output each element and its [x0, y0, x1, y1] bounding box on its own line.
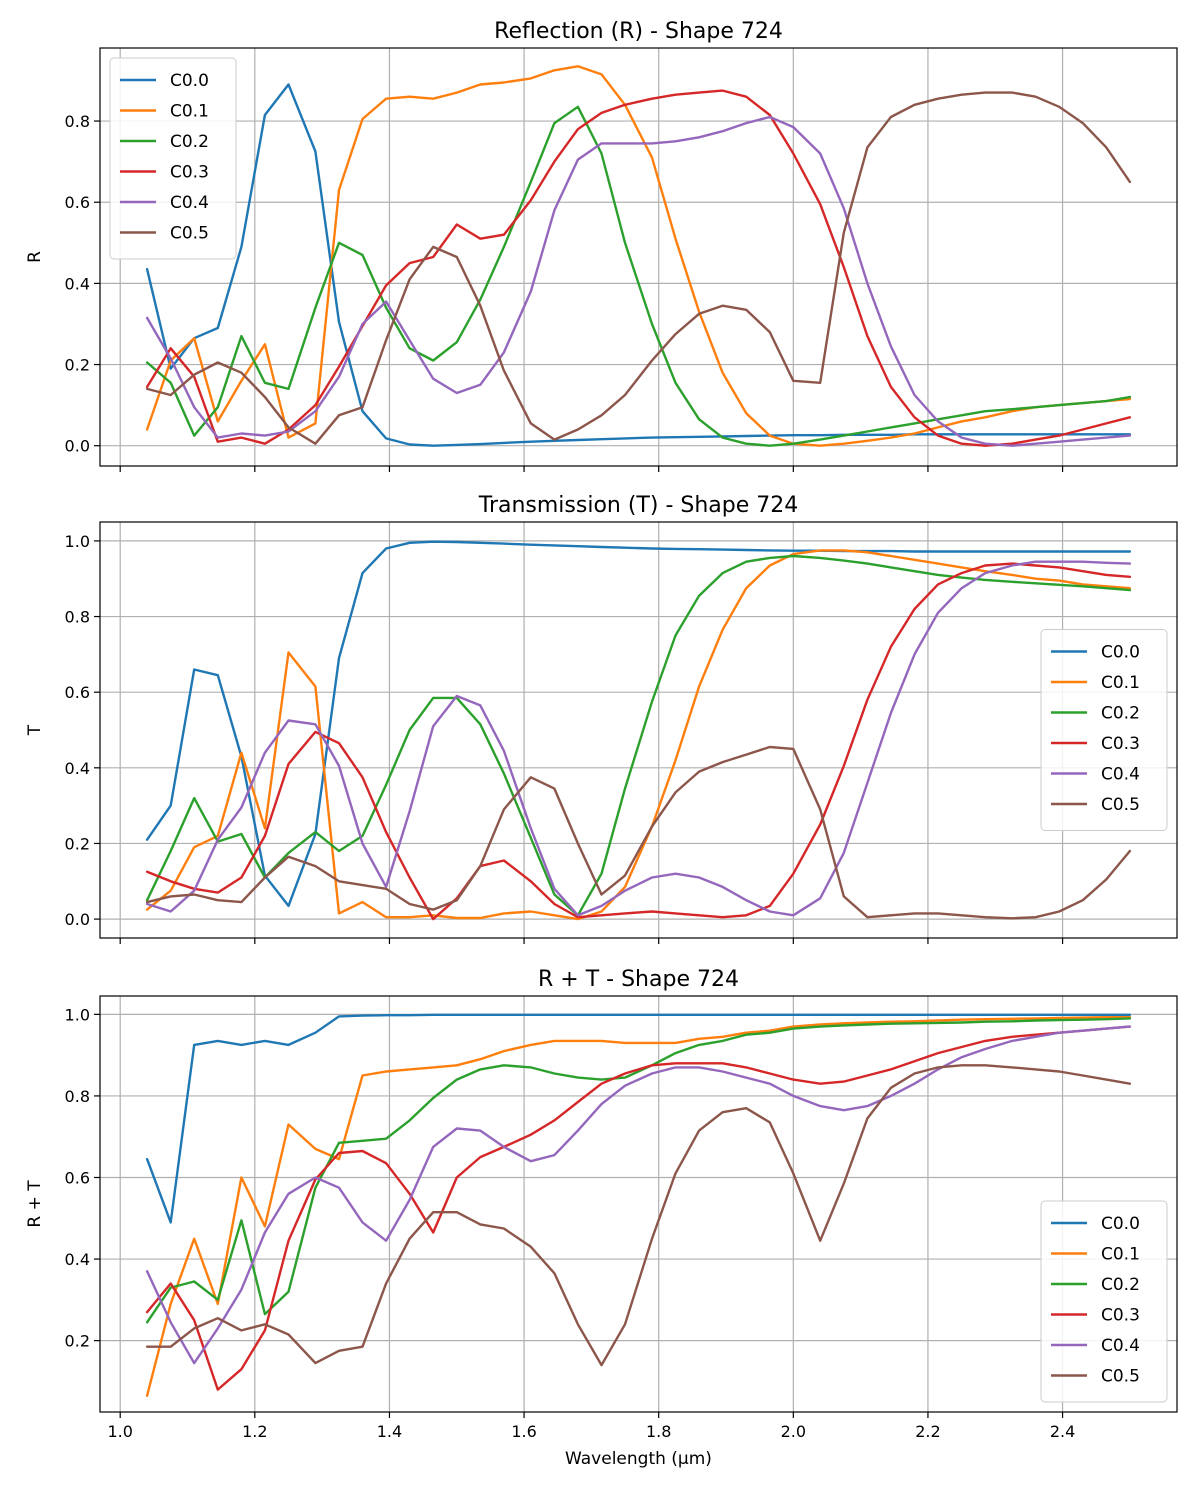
legend: C0.0 C0.1 C0.2 C0.3 C0.4 C0.5	[1040, 629, 1168, 831]
chart-panel-1: 0.0 0.2 0.4 0.6 0.8 1.0 Transmission (T) - Sha…	[25, 493, 1178, 944]
chart-title: Reflection (R) - Shape 724	[494, 19, 783, 44]
series-line-C0.1	[145, 549, 1132, 921]
series-line-C0.0	[145, 83, 1132, 447]
x-tick-label: 1.4	[377, 1422, 402, 1441]
axes-frame	[99, 521, 1178, 939]
x-tick-label: 2.4	[1050, 1422, 1075, 1441]
y-axis-label: R	[25, 251, 45, 263]
y-tick-label: 0.2	[65, 356, 90, 375]
series-line-C0.2	[145, 1017, 1132, 1324]
legend-label: C0.0	[170, 71, 209, 91]
y-tick-label: 1.0	[65, 532, 90, 551]
legend-box	[109, 57, 237, 260]
axes-frame	[99, 47, 1178, 467]
series-line-C0.5	[145, 91, 1132, 445]
series-line-C0.1	[145, 65, 1132, 447]
legend-label: C0.1	[170, 102, 209, 122]
y-tick-label: 0.6	[65, 193, 90, 212]
x-tick-label: 1.0	[107, 1422, 132, 1441]
series-line-C0.3	[145, 562, 1132, 921]
y-axis-label: R + T	[25, 1180, 45, 1228]
legend-box	[1040, 1200, 1168, 1403]
series-line-C0.0	[145, 540, 1132, 908]
y-tick-label: 0.6	[65, 1168, 90, 1187]
y-tick-label: 0.6	[65, 683, 90, 702]
x-tick-label: 1.8	[646, 1422, 671, 1441]
y-tick-label: 0.4	[65, 274, 90, 293]
legend-label: C0.1	[1101, 1245, 1140, 1265]
x-tick-label: 1.2	[242, 1422, 267, 1441]
legend-label: C0.4	[1101, 1336, 1140, 1356]
legend-label: C0.4	[170, 193, 209, 213]
x-tick-label: 1.6	[511, 1422, 536, 1441]
y-tick-label: 0.4	[65, 759, 90, 778]
legend-label: C0.0	[1101, 643, 1140, 663]
chart-title: R + T - Shape 724	[538, 967, 739, 992]
legend-label: C0.2	[1101, 1275, 1140, 1295]
series-line-C0.5	[145, 745, 1132, 920]
chart-title: Transmission (T) - Shape 724	[478, 493, 799, 518]
legend-label: C0.2	[170, 132, 209, 152]
legend-label: C0.5	[1101, 1367, 1140, 1387]
series-line-C0.5	[145, 1064, 1132, 1367]
legend: C0.0 C0.1 C0.2 C0.3 C0.4 C0.5	[1040, 1200, 1168, 1403]
series-line-C0.3	[145, 89, 1132, 447]
series-line-C0.1	[145, 1016, 1132, 1397]
legend-label: C0.1	[1101, 673, 1140, 693]
legend-label: C0.5	[1101, 795, 1140, 815]
series-line-C0.0	[145, 1013, 1132, 1224]
y-tick-label: 0.8	[65, 1087, 90, 1106]
x-tick-label: 2.2	[915, 1422, 940, 1441]
series-line-C0.2	[145, 554, 1132, 917]
series-line-C0.4	[145, 115, 1132, 447]
legend-label: C0.2	[1101, 704, 1140, 724]
y-tick-label: 0.0	[65, 910, 90, 929]
legend-box	[1040, 629, 1168, 831]
legend-label: C0.0	[1101, 1214, 1140, 1234]
series-line-C0.2	[145, 105, 1132, 447]
x-axis-label: Wavelength (µm)	[565, 1449, 712, 1469]
y-tick-label: 1.0	[65, 1005, 90, 1024]
series-line-C0.4	[145, 560, 1132, 917]
legend-label: C0.3	[1101, 1306, 1140, 1326]
chart-panel-2: 1.0 1.2 1.4 1.6 1.8 2.0 2.2 2.4 0.2 0.4 0.6 0.8 1.0 R…	[25, 967, 1178, 1469]
y-tick-label: 0.8	[65, 608, 90, 627]
series-line-C0.4	[145, 1025, 1132, 1365]
y-tick-label: 0.4	[65, 1250, 90, 1269]
legend-label: C0.3	[170, 163, 209, 183]
y-axis-label: T	[25, 724, 45, 736]
legend-label: C0.4	[1101, 765, 1140, 785]
series-line-C0.3	[145, 1025, 1132, 1391]
legend: C0.0 C0.1 C0.2 C0.3 C0.4 C0.5	[109, 57, 237, 260]
chart-panel-0: 0.0 0.2 0.4 0.6 0.8 Reflection (R) - Shape 72…	[25, 19, 1178, 472]
axes-frame	[99, 995, 1178, 1413]
legend-label: C0.5	[170, 224, 209, 244]
y-tick-label: 0.2	[65, 1332, 90, 1351]
y-tick-label: 0.0	[65, 437, 90, 456]
y-tick-label: 0.8	[65, 112, 90, 131]
y-tick-label: 0.2	[65, 834, 90, 853]
legend-label: C0.3	[1101, 734, 1140, 754]
x-tick-label: 2.0	[781, 1422, 806, 1441]
